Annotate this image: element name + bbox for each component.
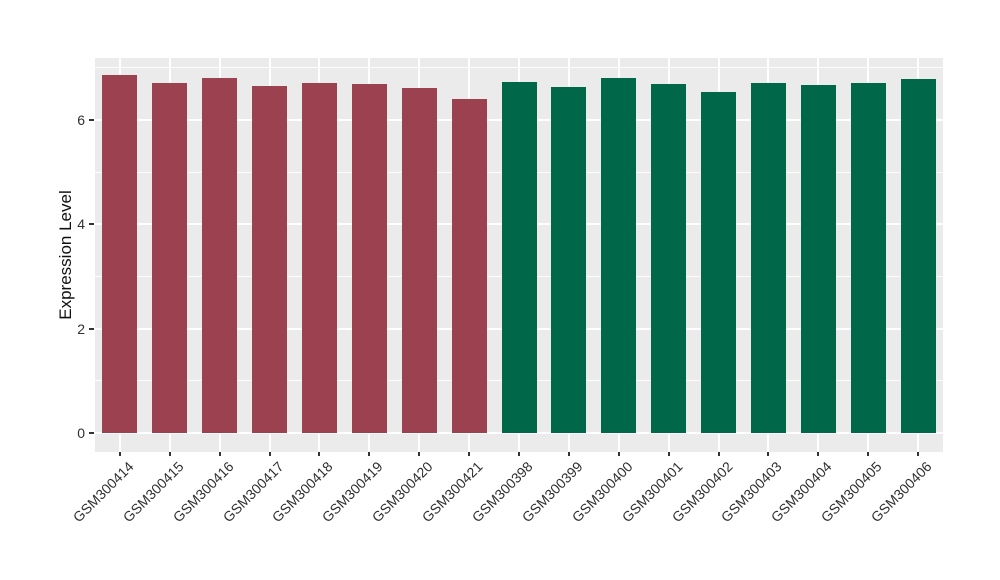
x-axis-tick	[867, 452, 870, 456]
bar-GSM300414	[102, 74, 138, 433]
x-axis-tick	[468, 452, 471, 456]
x-axis-tick	[817, 452, 820, 456]
y-axis-tick-label: 4	[77, 216, 85, 233]
x-axis-tick	[218, 452, 221, 456]
bar-GSM300406	[900, 78, 936, 433]
x-axis-tick	[168, 452, 171, 456]
y-axis-tick-label: 6	[77, 111, 85, 128]
x-axis-tick	[617, 452, 620, 456]
bar-GSM300418	[301, 82, 337, 433]
bar-GSM300417	[252, 85, 288, 433]
y-axis-tick-label: 0	[77, 425, 85, 441]
bar-GSM300420	[401, 88, 437, 433]
x-axis-tick	[767, 452, 770, 456]
bar-GSM300399	[551, 86, 587, 433]
y-axis-title: Expression Level	[56, 190, 75, 320]
x-axis-tick	[717, 452, 720, 456]
y-axis-tick	[89, 432, 94, 434]
bar-GSM300404	[800, 84, 836, 433]
bar-GSM300398	[501, 81, 537, 433]
x-axis-tick	[118, 452, 121, 456]
y-axis-tick	[89, 223, 94, 226]
bar-GSM300421	[451, 99, 487, 433]
bar-GSM300405	[850, 83, 886, 433]
y-axis-tick	[89, 327, 94, 330]
bar-GSM300403	[750, 83, 786, 433]
y-axis-tick	[89, 118, 94, 121]
bar-GSM300400	[601, 77, 637, 433]
x-axis-tick	[368, 452, 371, 456]
bar-GSM300415	[152, 83, 188, 433]
x-axis-tick	[268, 452, 271, 456]
x-axis-tick	[917, 452, 920, 456]
y-axis-tick-label: 2	[77, 320, 85, 337]
plot-panel	[95, 58, 943, 452]
x-axis-tick	[518, 452, 520, 456]
x-axis-tick	[667, 452, 670, 456]
x-axis-tick	[418, 452, 421, 456]
bar-GSM300419	[351, 83, 387, 433]
x-axis-tick	[567, 452, 570, 456]
bar-GSM300401	[651, 84, 687, 433]
bar-GSM300416	[202, 77, 238, 433]
x-axis-tick	[318, 452, 321, 456]
bar-GSM300402	[701, 92, 737, 433]
